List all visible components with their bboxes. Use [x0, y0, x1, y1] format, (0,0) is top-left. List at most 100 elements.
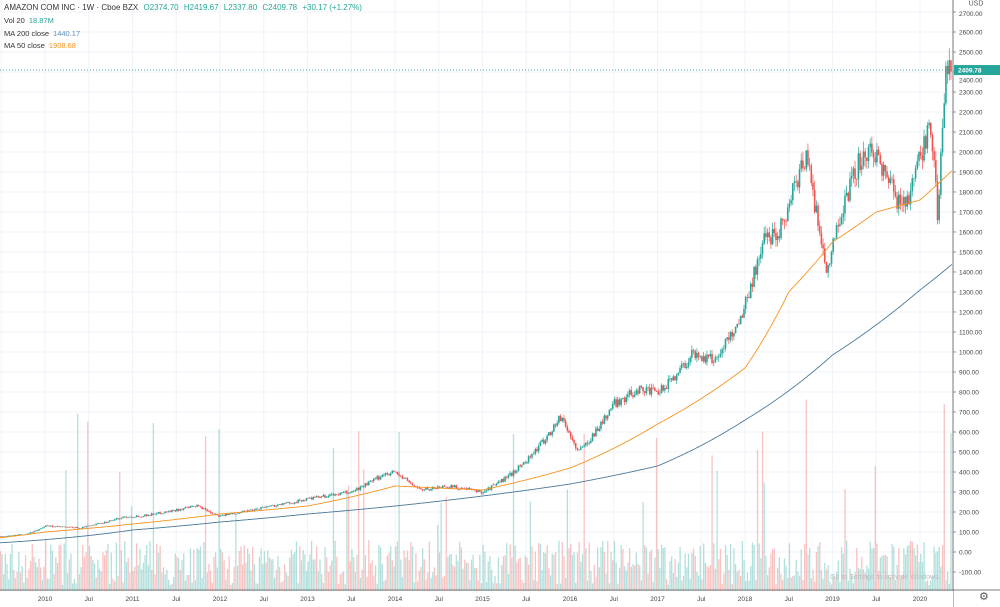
candle-body [517, 465, 520, 472]
candle-body [620, 398, 622, 405]
volume-bar [147, 565, 150, 600]
price-axis [953, 0, 1000, 607]
candle-body [184, 507, 187, 509]
gear-icon[interactable]: ⚙ [979, 591, 989, 603]
candle-body [630, 390, 633, 396]
candle-body [869, 143, 871, 147]
candle-body [149, 515, 151, 516]
volume-bar [213, 556, 215, 600]
candle-body [820, 232, 823, 245]
volume-bar [842, 553, 844, 600]
volume-bar [221, 552, 224, 600]
volume-bar [733, 548, 735, 600]
ma200-legend[interactable]: MA 200 close 1440.17 [4, 29, 80, 38]
candle-body [485, 490, 488, 492]
candle-body [694, 351, 696, 359]
candle-body [921, 155, 924, 161]
volume-bar [452, 564, 454, 600]
candle-body [729, 331, 732, 340]
candle-body [415, 485, 417, 488]
candle-body [906, 195, 909, 207]
candle-body [366, 483, 368, 486]
candle-body [901, 203, 903, 205]
candle-body [248, 510, 251, 511]
candle-body [749, 283, 752, 299]
candle-body [854, 168, 856, 179]
volume-bar [172, 577, 175, 600]
volume-bar [401, 576, 404, 600]
candle-body [591, 433, 594, 441]
volume-bar [931, 575, 934, 600]
candle-body [504, 476, 506, 482]
volume-bar [506, 543, 508, 600]
volume-bar [388, 552, 390, 600]
candle-body [219, 515, 222, 517]
volume-bar [40, 567, 42, 600]
candle-body [721, 349, 723, 354]
volume-bar [844, 489, 846, 600]
candle-body [465, 488, 468, 490]
volume-bar [272, 559, 274, 600]
volume-bar [908, 544, 910, 600]
volume-bar [501, 565, 503, 600]
candle-body [916, 160, 919, 169]
volume-bar [38, 558, 40, 600]
candle-body [105, 521, 108, 523]
volume-bar [267, 550, 269, 600]
volume-bar [600, 547, 602, 600]
y-tick-label: 0.00 [959, 550, 972, 557]
candle-body [788, 203, 791, 208]
candle-body [423, 489, 426, 491]
volume-bar [193, 549, 195, 600]
candle-body [712, 362, 715, 364]
volume-bar [228, 556, 230, 600]
symbol-title[interactable]: AMAZON COM INC · 1W · Cboe BZX [4, 3, 139, 12]
candle-body [590, 440, 592, 443]
volume-bar [245, 562, 247, 600]
volume-bar [100, 571, 102, 600]
candle-body [81, 526, 84, 529]
candle-body [367, 481, 370, 486]
volume-bar [363, 469, 365, 600]
candle-body [505, 476, 508, 478]
candle-body [297, 499, 299, 503]
candle-body [665, 388, 668, 389]
volume-bar [295, 541, 298, 600]
volume-bar [265, 562, 267, 600]
volume-bar [142, 562, 144, 600]
candle-body [564, 420, 567, 427]
candle-body [39, 528, 42, 530]
volume-bar [568, 548, 570, 600]
volume-bar [87, 421, 89, 600]
volume-bar [770, 553, 772, 600]
candle-body [393, 470, 395, 472]
volume-legend[interactable]: Vol 20 18.87M [4, 16, 54, 25]
candle-body [68, 526, 71, 528]
x-tick-label: 2018 [738, 596, 753, 603]
candle-body [9, 535, 12, 537]
candle-body [305, 498, 308, 501]
volume-bar [684, 553, 686, 600]
volume-bar [3, 574, 5, 600]
volume-bar [797, 571, 799, 600]
candle-body [93, 524, 96, 526]
candle-body [33, 531, 35, 533]
candle-body [384, 473, 387, 475]
candle-body [401, 476, 404, 479]
candle-body [770, 237, 772, 245]
volume-bar [798, 575, 801, 600]
ma50-legend[interactable]: MA 50 close 1908.68 [4, 41, 76, 50]
volume-bar [470, 559, 473, 600]
volume-bar [70, 553, 72, 600]
volume-bar [435, 575, 437, 600]
candle-body [904, 197, 907, 207]
volume-bar [327, 571, 330, 600]
volume-bar [605, 573, 607, 600]
volume-bar [215, 552, 217, 600]
candle-body [574, 443, 577, 448]
candle-body [11, 535, 13, 537]
volume-bar [883, 555, 885, 600]
volume-bar [260, 548, 262, 600]
candle-body [293, 502, 296, 504]
